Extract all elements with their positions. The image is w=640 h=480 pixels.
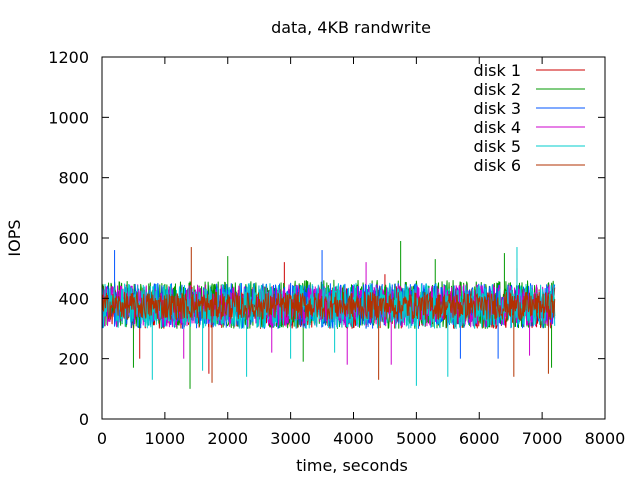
series-line-disk-6 [101,291,556,320]
y-tick-label: 200 [58,350,89,369]
x-tick-label: 1000 [145,429,186,448]
y-axis: 0 200 400 600 800 1000 1200 [48,48,605,429]
y-tick-label: 600 [58,229,89,248]
y-tick-label: 1000 [48,108,89,127]
chart-title: data, 4KB randwrite [271,18,431,37]
x-tick-label: 7000 [522,429,563,448]
x-tick-label: 2000 [207,429,248,448]
legend-label: disk 3 [474,99,521,118]
x-tick-label: 0 [97,429,107,448]
x-tick-label: 6000 [459,429,500,448]
y-tick-label: 0 [79,410,89,429]
y-tick-label: 400 [58,289,89,308]
legend-label: disk 2 [474,80,521,99]
legend-label: disk 1 [474,61,521,80]
x-tick-label: 3000 [270,429,311,448]
plot-frame [101,56,606,420]
x-tick-label: 8000 [585,429,626,448]
series-line-disk-5 [101,282,556,329]
legend-label: disk 6 [474,156,521,175]
y-axis-label: IOPS [5,219,24,256]
y-tick-label: 800 [58,169,89,188]
x-axis-label: time, seconds [296,456,408,475]
x-tick-label: 4000 [333,429,374,448]
legend-label: disk 5 [474,137,521,156]
plot-series [101,241,556,389]
legend-label: disk 4 [474,118,521,137]
x-axis: 0 1000 2000 3000 4000 5000 6000 7000 8000 [97,57,625,448]
x-tick-label: 5000 [396,429,437,448]
y-tick-label: 1200 [48,48,89,67]
